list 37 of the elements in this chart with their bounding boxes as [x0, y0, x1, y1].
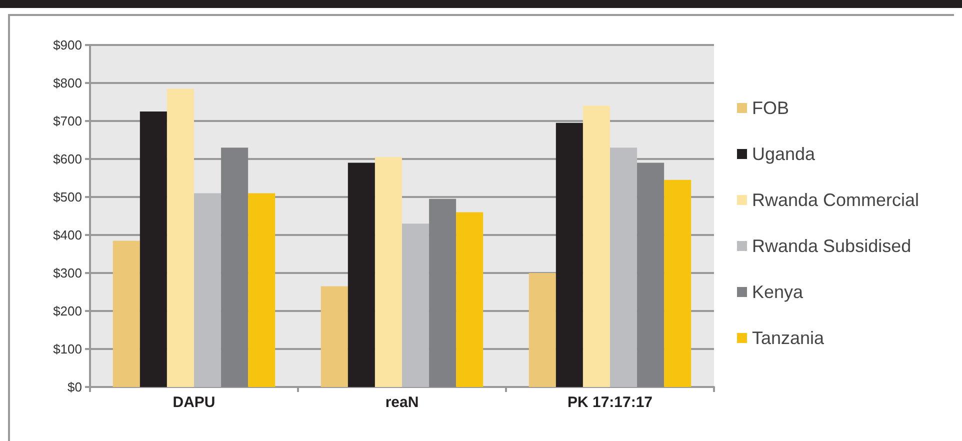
x-tick-label: PK 17:17:17 — [567, 394, 653, 411]
y-tick-label: $600 — [53, 152, 82, 166]
x-tick-label: reaN — [385, 394, 419, 411]
bar — [429, 198, 456, 387]
y-tick-label: $400 — [53, 228, 82, 242]
y-tick-label: $700 — [53, 114, 82, 128]
y-tick-label: $300 — [53, 266, 82, 280]
bar — [528, 273, 556, 387]
bar — [194, 193, 222, 387]
y-tick-label: $800 — [53, 76, 82, 90]
bar — [348, 162, 375, 387]
y-tick-label: $500 — [53, 190, 82, 204]
y-tick-label: $100 — [53, 342, 82, 356]
bar — [221, 148, 248, 387]
bar — [402, 224, 430, 387]
bar — [320, 286, 348, 387]
bar — [456, 212, 484, 387]
bar — [664, 180, 692, 387]
y-tick-label: $0 — [68, 380, 82, 394]
legend-label: Rwanda Subsidised — [752, 236, 912, 256]
legend-label: Uganda — [752, 144, 816, 164]
bar — [248, 193, 276, 387]
legend-label: FOB — [752, 98, 790, 118]
bar — [112, 240, 140, 387]
y-tick-label: $900 — [53, 38, 82, 52]
bar — [166, 88, 194, 387]
y-tick-label: $200 — [53, 304, 82, 318]
bar — [556, 122, 583, 387]
legend-label: Rwanda Commercial — [752, 190, 920, 210]
bar — [140, 112, 167, 387]
x-tick-label: DAPU — [172, 394, 216, 411]
bar — [610, 148, 638, 387]
bar — [637, 162, 664, 387]
legend-label: Tanzania — [752, 328, 826, 348]
bar — [374, 157, 402, 387]
legend-label: Kenya — [752, 282, 804, 302]
bar — [582, 106, 610, 387]
